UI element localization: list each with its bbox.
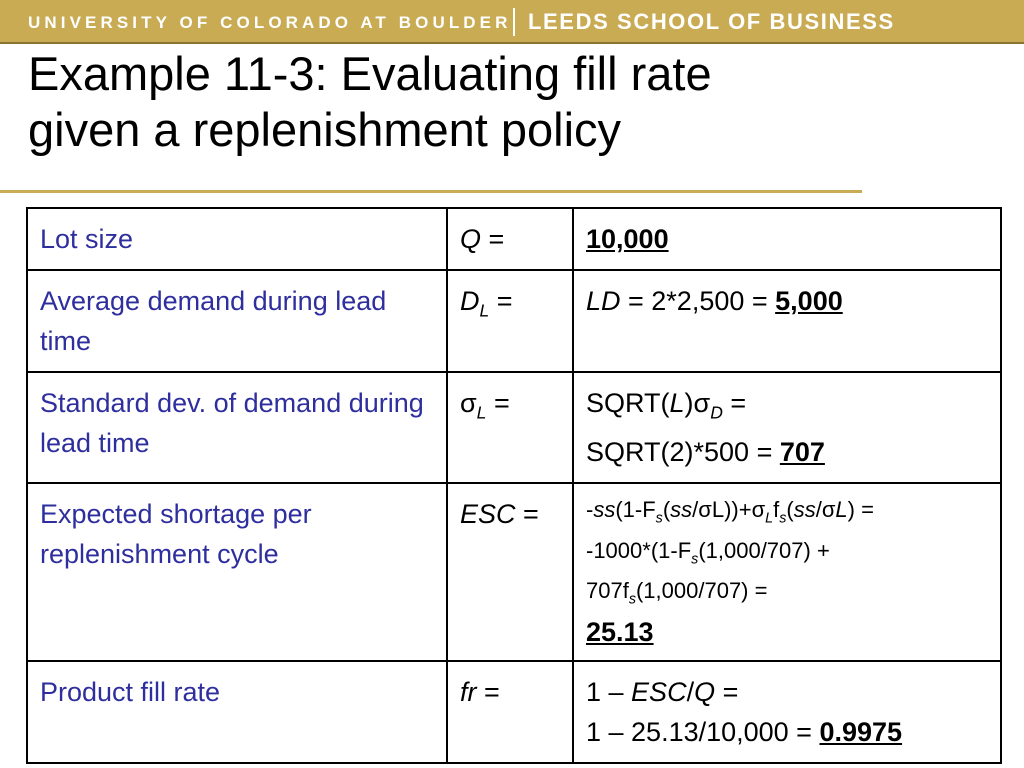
row-label: Average demand during lead time: [26, 269, 448, 373]
table-row: Lot size Q = 10,000: [26, 207, 1002, 271]
answer-value: 25.13: [586, 616, 654, 647]
slide-title: Example 11-3: Evaluating fill rate given…: [28, 46, 928, 158]
row-symbol: DL =: [446, 269, 574, 373]
table-row: Standard dev. of demand during lead time…: [26, 370, 1002, 485]
answer-value: 707: [779, 437, 825, 468]
header-banner: UNIVERSITY OF COLORADO AT BOULDER LEEDS …: [0, 0, 1024, 44]
row-symbol: fr =: [446, 659, 574, 764]
row-value: LD = 2*2,500 = 5,000: [572, 269, 1002, 373]
row-value: 1 – ESC/Q = 1 – 25.13/10,000 = 0.9975: [572, 659, 1002, 764]
row-value: 10,000: [572, 207, 1002, 271]
row-symbol: σL =: [446, 370, 574, 485]
answer-value: 0.9975: [819, 716, 903, 747]
row-value: SQRT(L)σD = SQRT(2)*500 = 707: [572, 370, 1002, 485]
fill-rate-table: Lot size Q = 10,000 Average demand durin…: [26, 207, 1002, 764]
table-row: Product fill rate fr = 1 – ESC/Q = 1 – 2…: [26, 659, 1002, 764]
row-label: Standard dev. of demand during lead time: [26, 370, 448, 485]
title-line-1: Example 11-3: Evaluating fill rate: [28, 47, 712, 100]
row-symbol: ESC =: [446, 482, 574, 662]
row-value: -ss(1-Fs(ss/σL))+σLfs(ss/σL) = -1000*(1-…: [572, 482, 1002, 662]
banner-divider: [513, 8, 515, 36]
row-label: Lot size: [26, 207, 448, 271]
school-name: LEEDS SCHOOL OF BUSINESS: [528, 9, 895, 34]
answer-value: 5,000: [775, 286, 843, 316]
title-line-2: given a replenishment policy: [28, 103, 622, 156]
row-label: Expected shortage per replenishment cycl…: [26, 482, 448, 662]
university-name: UNIVERSITY OF COLORADO AT BOULDER: [28, 13, 512, 32]
title-underline: [0, 190, 862, 193]
answer-value: 10,000: [586, 224, 669, 254]
row-label: Product fill rate: [26, 659, 448, 764]
table-row: Average demand during lead time DL = LD …: [26, 269, 1002, 373]
row-symbol: Q =: [446, 207, 574, 271]
table-row: Expected shortage per replenishment cycl…: [26, 482, 1002, 662]
